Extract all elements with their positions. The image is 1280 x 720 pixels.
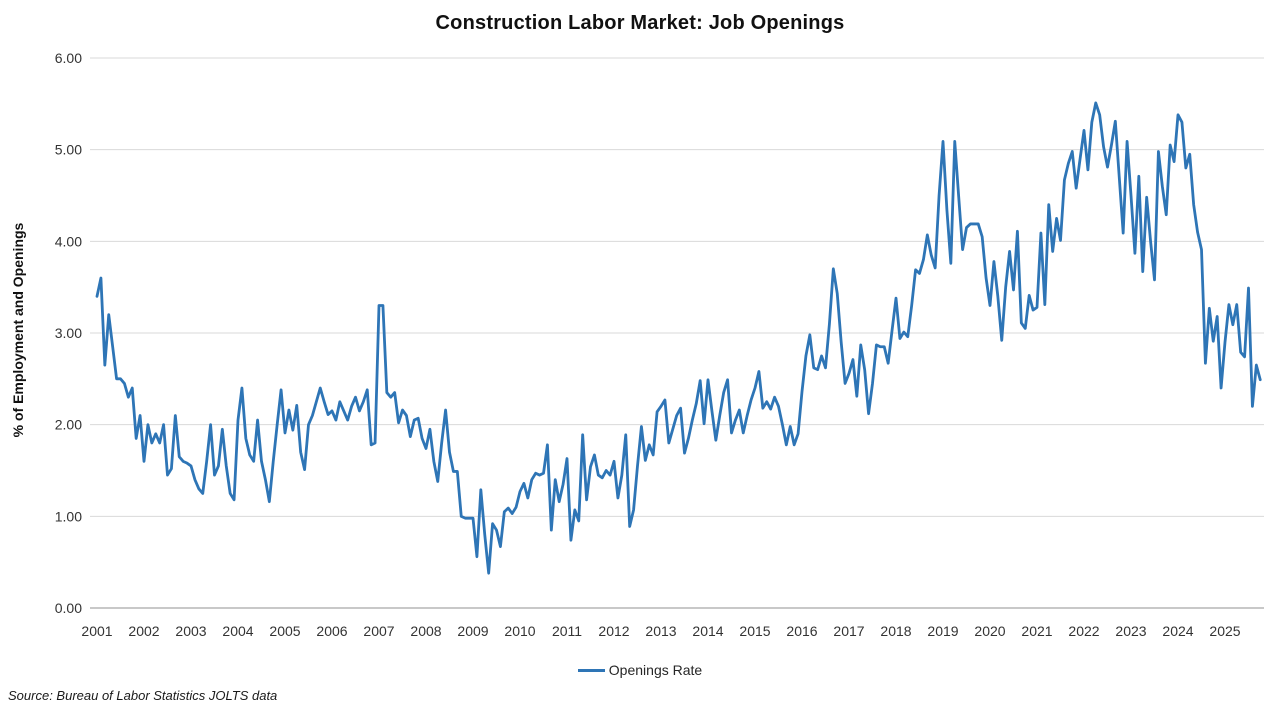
x-tick-label: 2006 [316,623,347,639]
chart-title: Construction Labor Market: Job Openings [435,12,845,34]
x-tick-label: 2015 [739,623,770,639]
x-tick-label: 2025 [1209,623,1240,639]
x-tick-label: 2004 [222,623,253,639]
x-tick-label: 2014 [692,623,723,639]
x-tick-label: 2013 [645,623,676,639]
y-tick-label: 1.00 [55,508,82,524]
x-tick-label: 2005 [269,623,300,639]
x-tick-label: 2016 [786,623,817,639]
legend: Openings Rate [0,660,1280,680]
x-tick-label: 2021 [1021,623,1052,639]
x-tick-label: 2012 [598,623,629,639]
x-tick-label: 2009 [457,623,488,639]
x-tick-label: 2019 [927,623,958,639]
legend-line-swatch [577,668,605,672]
legend-label: Openings Rate [608,662,703,678]
x-tick-label: 2024 [1162,623,1193,639]
x-tick-label: 2023 [1115,623,1146,639]
x-tick-label: 2011 [552,623,582,639]
x-tick-label: 2020 [974,623,1005,639]
x-tick-label: 2007 [363,623,394,639]
x-tick-label: 2002 [128,623,159,639]
openings-rate-line [95,101,1262,575]
x-tick-label: 2008 [410,623,441,639]
y-tick-label: 3.00 [55,325,82,341]
y-tick-label: 4.00 [55,233,82,249]
y-tick-label: 2.00 [55,417,82,433]
y-tick-label: 6.00 [55,50,82,66]
x-tick-label: 2001 [81,623,112,639]
x-tick-label: 2003 [175,623,206,639]
x-tick-label: 2017 [833,623,864,639]
y-tick-label: 5.00 [55,142,82,158]
x-tick-label: 2010 [504,623,535,639]
x-tick-label: 2022 [1068,623,1099,639]
source-note: Source: Bureau of Labor Statistics JOLTS… [8,688,278,703]
x-tick-label: 2018 [880,623,911,639]
y-tick-label: 0.00 [55,600,82,616]
